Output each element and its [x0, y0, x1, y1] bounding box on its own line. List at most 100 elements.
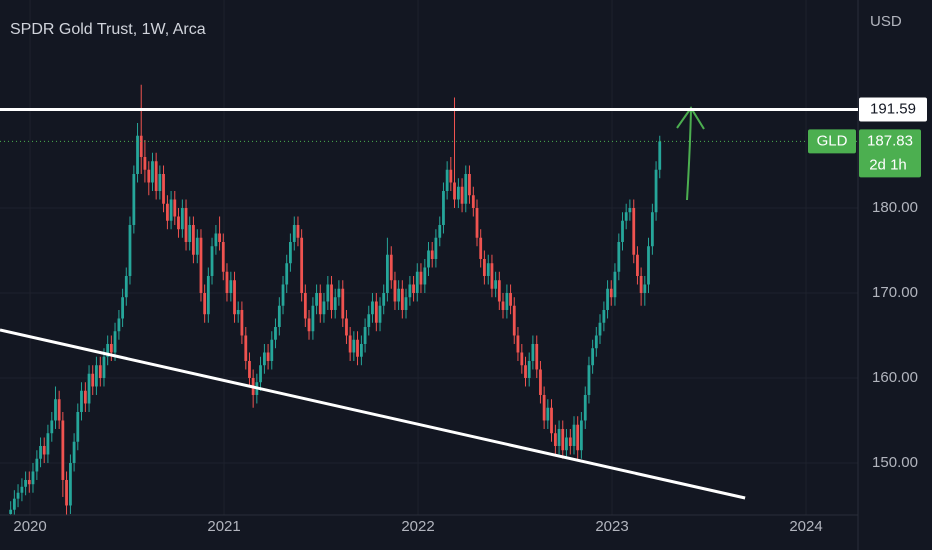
candle-body	[632, 207, 636, 255]
candle-body	[233, 280, 236, 315]
candle-body	[162, 173, 165, 204]
trendline	[0, 328, 746, 500]
candle-body	[345, 318, 348, 336]
candle-body	[143, 156, 147, 170]
candle-body	[192, 224, 195, 255]
candle-body	[124, 275, 128, 298]
candle-body	[326, 284, 330, 302]
candle-body	[427, 250, 430, 268]
candle-body	[400, 288, 404, 310]
candle-body	[318, 292, 322, 315]
candle-body	[322, 301, 326, 315]
candle-body	[210, 246, 214, 276]
candle-body	[330, 284, 333, 310]
candle-body	[423, 267, 427, 285]
candle-body	[453, 182, 456, 200]
candle-body	[658, 141, 662, 170]
candle-body	[561, 428, 565, 451]
candle-body	[102, 356, 106, 378]
plot-area	[0, 84, 746, 515]
candle-body	[214, 233, 218, 247]
y-tick-label: 150.00	[872, 454, 918, 471]
currency-label: USD	[870, 13, 902, 30]
candle-body	[106, 343, 110, 357]
candle-body	[449, 169, 453, 183]
candle-body	[12, 498, 16, 510]
candle-body	[583, 394, 587, 421]
candle-body	[460, 186, 464, 204]
candle-body	[195, 237, 199, 255]
candle-body	[303, 292, 307, 319]
candle-body	[244, 335, 248, 361]
candle-body	[494, 280, 498, 289]
candle-body	[341, 288, 345, 319]
candle-body	[54, 399, 57, 421]
candle-body	[576, 424, 580, 451]
candle-body	[430, 250, 434, 259]
countdown-label: 2d 1h	[869, 156, 907, 173]
last-price-label: 187.83	[867, 132, 913, 149]
candle-body	[378, 305, 382, 323]
candle-body	[128, 224, 132, 276]
candle-body	[442, 190, 445, 225]
candle-body	[654, 169, 658, 213]
candle-body	[311, 305, 315, 332]
candle-body	[456, 186, 460, 200]
candle-body	[397, 288, 401, 302]
candle-body	[363, 326, 367, 344]
candle-body	[591, 348, 595, 366]
candle-body	[296, 224, 300, 238]
candle-body	[643, 284, 647, 293]
candle-body	[300, 237, 304, 293]
candle-body	[598, 322, 602, 336]
candle-body	[531, 343, 535, 361]
candle-body	[42, 445, 46, 455]
candle-body	[382, 292, 386, 306]
candle-body	[579, 420, 583, 451]
candle-body	[236, 309, 240, 315]
candle-body	[57, 399, 61, 421]
candle-body	[203, 292, 207, 315]
candle-body	[199, 237, 203, 293]
chart-title: SPDR Gold Trust, 1W, Arca	[10, 21, 206, 38]
candle-body	[80, 390, 83, 412]
candle-body	[277, 305, 281, 327]
candle-body	[520, 352, 524, 366]
candle-body	[497, 280, 501, 302]
candle-body	[46, 433, 50, 455]
candle-body	[240, 309, 244, 336]
candle-body	[393, 280, 397, 302]
candle-body	[180, 207, 184, 230]
candle-body	[121, 297, 124, 319]
y-tick-label: 160.00	[872, 369, 918, 386]
candle-body	[542, 394, 546, 421]
candle-body	[404, 297, 408, 310]
candle-body	[154, 161, 158, 191]
candle-body	[39, 445, 42, 459]
candle-body	[169, 199, 173, 221]
candle-body	[177, 216, 180, 230]
candle-body	[248, 360, 251, 378]
candle-body	[609, 288, 613, 298]
candle-body	[509, 292, 512, 306]
candle-body	[307, 318, 311, 332]
candle-body	[535, 343, 539, 370]
candle-body	[229, 280, 233, 293]
resistance-label: 191.59	[870, 100, 916, 117]
candle-body	[158, 173, 162, 191]
candle-body	[389, 254, 393, 281]
candle-body	[546, 407, 550, 421]
candle-body	[188, 224, 192, 242]
candle-body	[266, 352, 270, 361]
candle-body	[367, 314, 371, 327]
candle-body	[61, 420, 65, 480]
candle-body	[136, 135, 139, 174]
candle-body	[147, 169, 151, 183]
candle-body	[263, 352, 266, 366]
candle-body	[95, 365, 98, 387]
candle-body	[27, 479, 31, 485]
candle-body	[647, 246, 650, 285]
candle-body	[557, 428, 561, 446]
